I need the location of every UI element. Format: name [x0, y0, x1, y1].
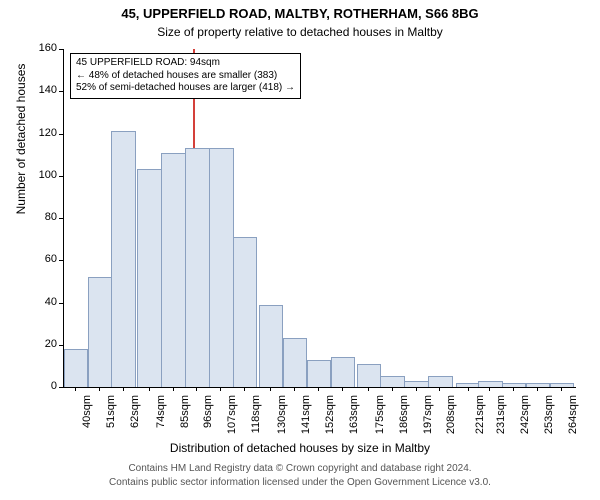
- x-tick-label: 175sqm: [374, 395, 386, 455]
- x-tick-label: 96sqm: [202, 395, 214, 455]
- x-tick-label: 231sqm: [495, 395, 507, 455]
- x-tick-label: 62sqm: [129, 395, 141, 455]
- histogram-bar: [161, 153, 186, 387]
- histogram-bar: [307, 360, 332, 387]
- x-tick-mark: [342, 387, 343, 391]
- footer-line-2: Contains public sector information licen…: [0, 477, 600, 488]
- info-box: 45 UPPERFIELD ROAD: 94sqm← 48% of detach…: [70, 53, 301, 99]
- histogram-bar: [550, 383, 575, 387]
- x-tick-mark: [561, 387, 562, 391]
- histogram-bar: [478, 381, 503, 387]
- histogram-bar: [64, 349, 89, 387]
- info-box-line: 52% of semi-detached houses are larger (…: [76, 82, 295, 95]
- x-tick-label: 197sqm: [422, 395, 434, 455]
- x-tick-label: 40sqm: [81, 395, 93, 455]
- footer-line-1: Contains HM Land Registry data © Crown c…: [0, 463, 600, 474]
- y-axis-label: Number of detached houses: [14, 0, 28, 308]
- histogram-bar: [185, 148, 210, 387]
- x-tick-mark: [75, 387, 76, 391]
- histogram-bar: [233, 237, 258, 387]
- chart-title-main: 45, UPPERFIELD ROAD, MALTBY, ROTHERHAM, …: [0, 6, 600, 21]
- x-tick-label: 264sqm: [567, 395, 579, 455]
- y-tick-label: 20: [29, 338, 57, 350]
- histogram-bar: [137, 169, 162, 387]
- x-tick-label: 74sqm: [155, 395, 167, 455]
- x-tick-mark: [244, 387, 245, 391]
- y-tick-label: 100: [29, 169, 57, 181]
- y-tick-label: 120: [29, 127, 57, 139]
- chart-title-sub: Size of property relative to detached ho…: [0, 25, 600, 39]
- x-tick-label: 242sqm: [519, 395, 531, 455]
- x-tick-mark: [537, 387, 538, 391]
- x-tick-label: 152sqm: [324, 395, 336, 455]
- x-tick-label: 118sqm: [250, 395, 262, 455]
- y-tick-mark: [59, 260, 63, 261]
- info-box-line: 45 UPPERFIELD ROAD: 94sqm: [76, 57, 295, 70]
- y-tick-mark: [59, 345, 63, 346]
- x-tick-mark: [468, 387, 469, 391]
- histogram-bar: [380, 376, 405, 387]
- x-tick-mark: [439, 387, 440, 391]
- x-tick-mark: [196, 387, 197, 391]
- x-tick-mark: [99, 387, 100, 391]
- chart-container: { "chart": { "type": "histogram", "title…: [0, 0, 600, 500]
- y-tick-mark: [59, 134, 63, 135]
- x-tick-mark: [294, 387, 295, 391]
- histogram-bar: [283, 338, 308, 387]
- x-tick-label: 130sqm: [276, 395, 288, 455]
- x-tick-label: 186sqm: [398, 395, 410, 455]
- y-tick-mark: [59, 218, 63, 219]
- x-tick-label: 208sqm: [445, 395, 457, 455]
- x-tick-mark: [173, 387, 174, 391]
- x-tick-mark: [489, 387, 490, 391]
- x-tick-mark: [392, 387, 393, 391]
- histogram-bar: [331, 357, 356, 387]
- x-tick-label: 107sqm: [226, 395, 238, 455]
- x-tick-mark: [416, 387, 417, 391]
- histogram-bar: [428, 376, 453, 387]
- x-tick-mark: [318, 387, 319, 391]
- histogram-bar: [502, 383, 527, 387]
- y-tick-mark: [59, 303, 63, 304]
- x-tick-label: 85sqm: [179, 395, 191, 455]
- x-tick-mark: [149, 387, 150, 391]
- x-tick-label: 221sqm: [474, 395, 486, 455]
- histogram-bar: [209, 148, 234, 387]
- histogram-bar: [88, 277, 113, 387]
- x-tick-label: 51sqm: [105, 395, 117, 455]
- histogram-bar: [259, 305, 284, 387]
- y-tick-label: 160: [29, 42, 57, 54]
- y-tick-label: 40: [29, 296, 57, 308]
- x-tick-label: 141sqm: [300, 395, 312, 455]
- y-tick-mark: [59, 387, 63, 388]
- x-tick-mark: [368, 387, 369, 391]
- histogram-bar: [111, 131, 136, 387]
- x-tick-mark: [123, 387, 124, 391]
- info-box-line: ← 48% of detached houses are smaller (38…: [76, 70, 295, 83]
- y-tick-label: 140: [29, 84, 57, 96]
- y-tick-label: 60: [29, 253, 57, 265]
- y-tick-mark: [59, 91, 63, 92]
- x-tick-mark: [220, 387, 221, 391]
- x-tick-mark: [513, 387, 514, 391]
- y-tick-label: 0: [29, 380, 57, 392]
- y-tick-mark: [59, 176, 63, 177]
- x-tick-mark: [270, 387, 271, 391]
- y-tick-label: 80: [29, 211, 57, 223]
- plot-area: 45 UPPERFIELD ROAD: 94sqm← 48% of detach…: [63, 49, 576, 388]
- y-tick-mark: [59, 49, 63, 50]
- histogram-bar: [404, 381, 429, 387]
- histogram-bar: [357, 364, 382, 387]
- x-tick-label: 253sqm: [543, 395, 555, 455]
- x-tick-label: 163sqm: [348, 395, 360, 455]
